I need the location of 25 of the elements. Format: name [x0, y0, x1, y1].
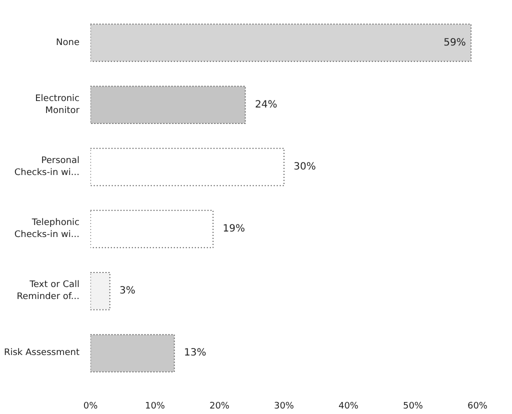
bar	[90, 334, 175, 372]
data-label: 3%	[120, 286, 136, 297]
y-tick-label: Risk Assessment	[4, 348, 80, 358]
data-label: 13%	[184, 348, 206, 359]
x-tick-label: 60%	[468, 402, 488, 412]
y-tick-label: None	[56, 38, 80, 48]
data-label: 19%	[222, 224, 245, 235]
bar	[90, 210, 214, 248]
bar	[90, 148, 284, 186]
data-label: 24%	[254, 99, 278, 110]
x-tick-label: 20%	[210, 402, 230, 412]
bar	[90, 24, 472, 62]
y-tick-label: Telephonic Checks-in wi...	[14, 218, 80, 240]
x-tick-label: 40%	[338, 402, 359, 412]
x-tick-label: 50%	[403, 402, 424, 412]
x-tick-label: 30%	[274, 402, 294, 412]
y-tick-label: Text or Call Reminder of...	[16, 280, 80, 302]
x-tick-label: 0%	[83, 402, 98, 412]
y-tick-label: Personal Checks-in wi...	[14, 156, 80, 178]
x-tick-label: 10%	[145, 402, 166, 412]
y-tick-label: Electronic Monitor	[35, 94, 80, 116]
data-label: 59%	[444, 37, 466, 48]
bar	[90, 86, 246, 124]
data-label: 30%	[294, 161, 316, 172]
bar	[90, 272, 110, 310]
